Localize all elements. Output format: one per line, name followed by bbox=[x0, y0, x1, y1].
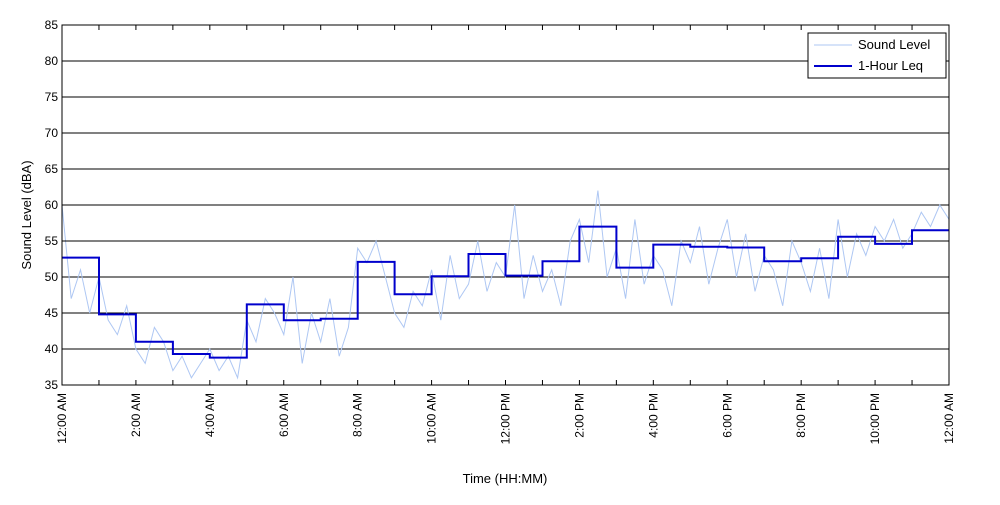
series-line-sound-level bbox=[61, 190, 950, 380]
y-tick-label: 50 bbox=[45, 270, 59, 284]
x-tick-label: 12:00 PM bbox=[499, 393, 513, 444]
x-tick-label: 12:00 AM bbox=[55, 393, 69, 444]
y-tick-label: 70 bbox=[45, 126, 59, 140]
legend: Sound Level 1-Hour Leq bbox=[807, 32, 947, 79]
series-line-1-hour-leq bbox=[62, 225, 949, 359]
y-tick-label: 55 bbox=[45, 234, 59, 248]
x-axis-label: Time (HH:MM) bbox=[463, 471, 548, 486]
x-tick-label: 6:00 PM bbox=[720, 393, 734, 438]
y-tick-label: 45 bbox=[45, 306, 59, 320]
y-tick-label: 65 bbox=[45, 162, 59, 176]
x-tick-label: 8:00 AM bbox=[351, 393, 365, 437]
plot-series bbox=[61, 190, 950, 380]
plot-frame bbox=[61, 24, 950, 386]
y-tick-label: 40 bbox=[45, 342, 59, 356]
x-tick-label: 8:00 PM bbox=[794, 393, 808, 438]
y-tick-label: 85 bbox=[45, 18, 59, 32]
x-tick-label: 10:00 PM bbox=[868, 393, 882, 444]
x-tick-label: 2:00 AM bbox=[129, 393, 143, 437]
axes bbox=[61, 24, 950, 386]
legend-label-sound-level: Sound Level bbox=[858, 37, 930, 52]
y-tick-label: 60 bbox=[45, 198, 59, 212]
legend-label-leq: 1-Hour Leq bbox=[858, 58, 923, 73]
y-tick-label: 35 bbox=[45, 378, 59, 392]
x-tick-label: 4:00 AM bbox=[203, 393, 217, 437]
legend-box bbox=[807, 32, 947, 79]
x-tick-label: 12:00 AM bbox=[942, 393, 956, 444]
x-tick-label: 4:00 PM bbox=[646, 393, 660, 438]
x-tick-label: 2:00 PM bbox=[572, 393, 586, 438]
x-tick-label: 10:00 AM bbox=[425, 393, 439, 444]
y-tick-label: 80 bbox=[45, 54, 59, 68]
y-axis-label: Sound Level (dBA) bbox=[19, 160, 34, 269]
tick-labels: 35 40 45 50 55 60 65 70 75 80 85 12:00 AM 2:00 AM 4:0… bbox=[45, 18, 956, 444]
x-tick-label: 6:00 AM bbox=[277, 393, 291, 437]
y-tick-label: 75 bbox=[45, 90, 59, 104]
